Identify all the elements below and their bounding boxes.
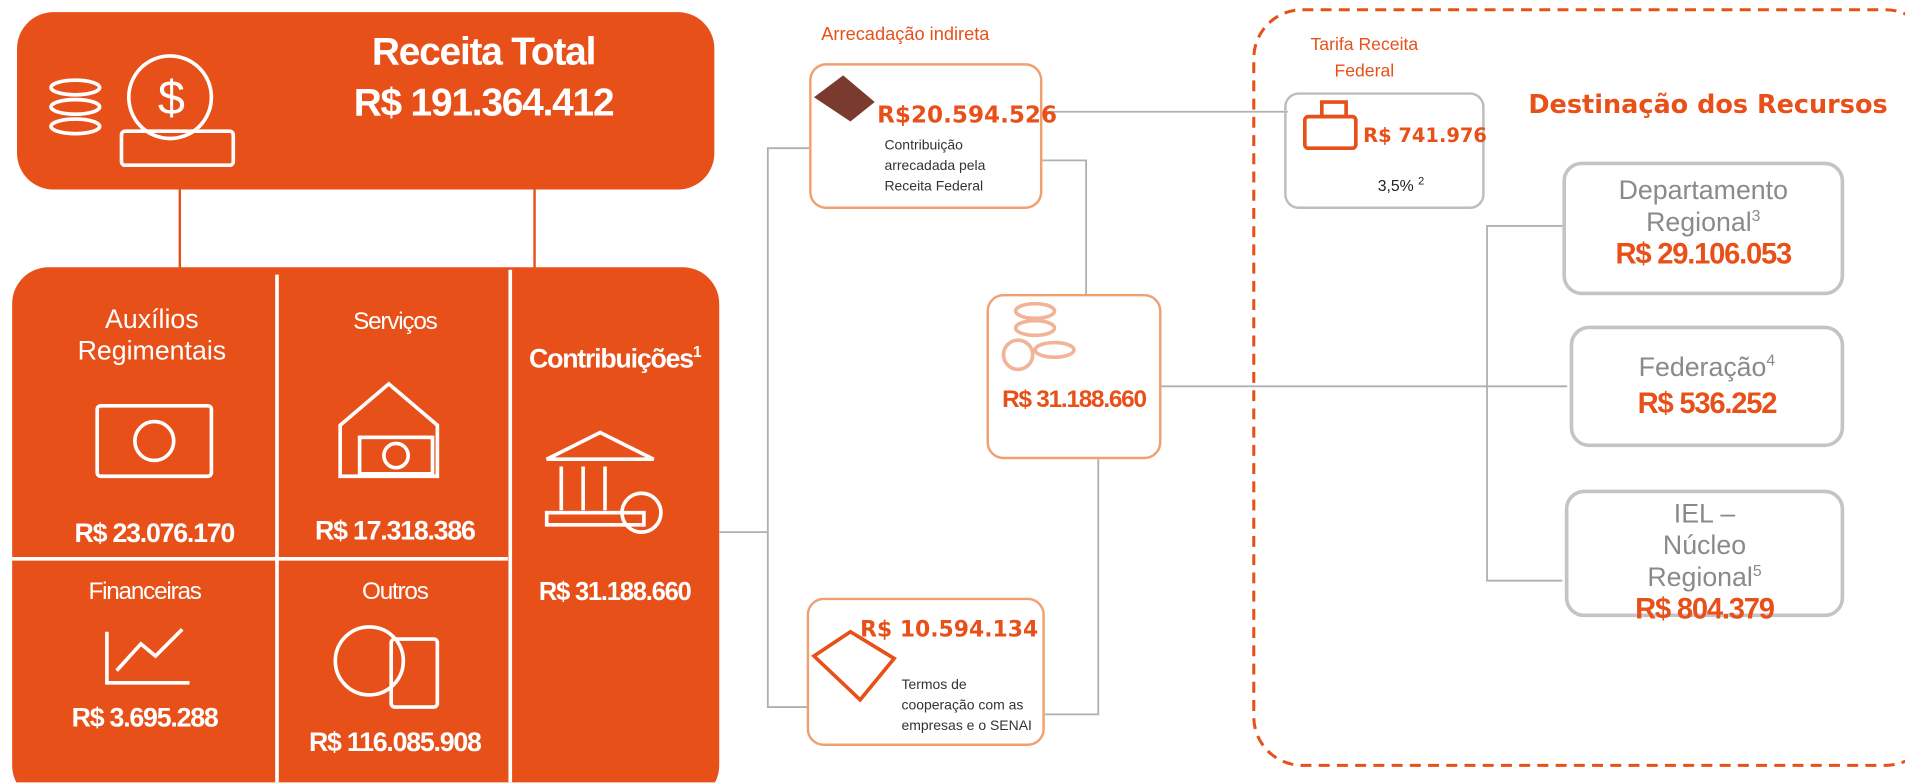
svg-text:$: $	[158, 71, 185, 125]
footnote: 4	[1766, 351, 1775, 369]
category-value: R$ 116.085.908	[282, 727, 508, 759]
footnote: 3	[1752, 207, 1761, 225]
destination-box: Federação4 R$ 536.252	[1570, 326, 1845, 447]
destination-title: Destinação dos Recursos	[1528, 90, 1887, 119]
fee-value: R$ 741.976	[1363, 124, 1487, 147]
indirect-value: R$20.594.526	[877, 102, 1057, 129]
fee-title: Tarifa Receita Federal	[1298, 32, 1432, 85]
category-value: R$ 17.318.386	[282, 515, 508, 547]
label-text: IEL – Núcleo Regional	[1647, 498, 1753, 592]
destination-value: R$ 536.252	[1585, 388, 1828, 422]
category-label: Outros	[282, 578, 508, 606]
label-text: Departamento Regional	[1619, 175, 1788, 237]
total-value: R$ 31.188.660	[986, 386, 1161, 414]
category-label: Financeiras	[17, 578, 272, 606]
rate: 3,5%	[1378, 177, 1414, 195]
destination-label: Departamento Regional3	[1602, 175, 1804, 239]
header-title: Receita Total	[279, 29, 687, 74]
footnote: 2	[1418, 175, 1424, 187]
page: Receita {"header":{"title":"Receita Tota…	[0, 0, 1905, 783]
category-value: R$ 31.188.660	[515, 578, 714, 607]
fee-rate: 3,5% 2	[1378, 175, 1425, 195]
destination-label: Federação4	[1585, 351, 1828, 383]
category-label: Contribuições1	[515, 343, 714, 375]
destination-label: IEL – Núcleo Regional5	[1629, 498, 1780, 593]
header-value: R$ 191.364.412	[279, 80, 687, 125]
destination-value: R$ 804.379	[1629, 593, 1780, 627]
total-box	[986, 294, 1161, 459]
indirect-description: Contribuição arrecadada pela Receita Fed…	[884, 136, 1018, 198]
destination-box: Departamento Regional3 R$ 29.106.053	[1562, 162, 1844, 296]
footnote: 1	[693, 343, 701, 361]
body: $ Receita Total R$ 191.364.412 Auxílios …	[0, 0, 1905, 783]
direct-value: R$ 10.594.134	[860, 617, 1038, 643]
destination-box: IEL – Núcleo Regional5 R$ 804.379	[1565, 490, 1844, 618]
destination-value: R$ 29.106.053	[1602, 239, 1804, 273]
label-text: Federação	[1639, 352, 1767, 382]
category-label: Auxílios Regimentais	[49, 304, 256, 367]
direct-description: Termos de cooperação com as empresas e o…	[901, 675, 1042, 737]
infographic: $ Receita Total R$ 191.364.412 Auxílios …	[0, 0, 1905, 782]
label-text: Contribuições	[529, 343, 693, 373]
category-label: Serviços	[282, 309, 508, 337]
indirect-title: Arrecadação indireta	[821, 24, 989, 45]
footnote: 5	[1753, 561, 1762, 579]
category-value: R$ 23.076.170	[36, 518, 272, 550]
category-value: R$ 3.695.288	[17, 702, 272, 734]
